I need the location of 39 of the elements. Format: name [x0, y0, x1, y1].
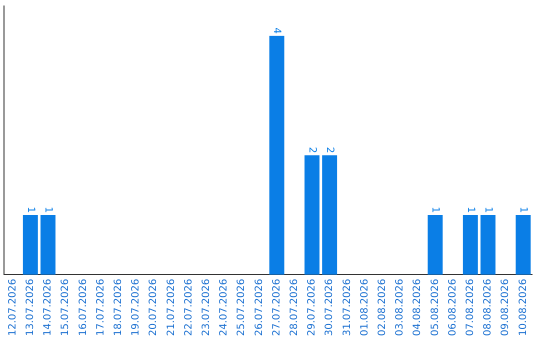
x-tick-label: 27.07.2026 — [271, 278, 282, 336]
data-label: 4 — [271, 27, 282, 34]
x-tick-label: 30.07.2026 — [324, 278, 336, 336]
x-tick-label: 10.08.2026 — [518, 278, 529, 336]
x-tick-label: 29.07.2026 — [306, 278, 318, 336]
x-tick-label: 02.08.2026 — [376, 278, 388, 336]
x-tick-label: 22.07.2026 — [183, 278, 194, 336]
x-tick-label: 17.07.2026 — [95, 278, 106, 336]
x-tick-label: 08.08.2026 — [482, 278, 494, 336]
x-tick-label: 09.08.2026 — [500, 278, 512, 336]
x-tick-label: 03.08.2026 — [394, 278, 406, 336]
data-label: 1 — [482, 206, 494, 214]
x-tick-label: 25.07.2026 — [236, 278, 248, 336]
data-label: 1 — [464, 206, 476, 214]
x-tick-label: 23.07.2026 — [200, 278, 212, 336]
x-tick-label: 16.07.2026 — [78, 278, 89, 336]
data-label: 1 — [518, 206, 529, 214]
data-label: 1 — [24, 206, 36, 214]
data-label: 1 — [430, 206, 441, 214]
x-tick-label: 07.08.2026 — [464, 278, 476, 336]
x-tick-label: 01.08.2026 — [359, 278, 370, 336]
x-tick-label: 15.07.2026 — [60, 278, 72, 336]
x-tick-label: 04.08.2026 — [412, 278, 424, 336]
x-tick-label: 06.08.2026 — [447, 278, 458, 336]
x-tick-label: 19.07.2026 — [130, 278, 142, 336]
x-tick-label: 12.07.2026 — [7, 278, 18, 336]
x-tick-label: 18.07.2026 — [112, 278, 124, 336]
x-tick-label: 24.07.2026 — [218, 278, 230, 336]
x-tick-label: 21.07.2026 — [166, 278, 177, 336]
data-label: 1 — [42, 206, 54, 214]
x-tick-label: 26.07.2026 — [254, 278, 265, 336]
x-tick-label: 13.07.2026 — [24, 278, 36, 336]
x-tick-label: 14.07.2026 — [42, 278, 54, 336]
x-tick-label: 05.08.2026 — [430, 278, 441, 336]
x-tick-label: 31.07.2026 — [342, 278, 353, 336]
x-tick-label: 28.07.2026 — [288, 278, 300, 336]
data-label: 2 — [324, 146, 336, 154]
x-tick-label: 20.07.2026 — [148, 278, 160, 336]
data-label: 2 — [306, 146, 318, 154]
